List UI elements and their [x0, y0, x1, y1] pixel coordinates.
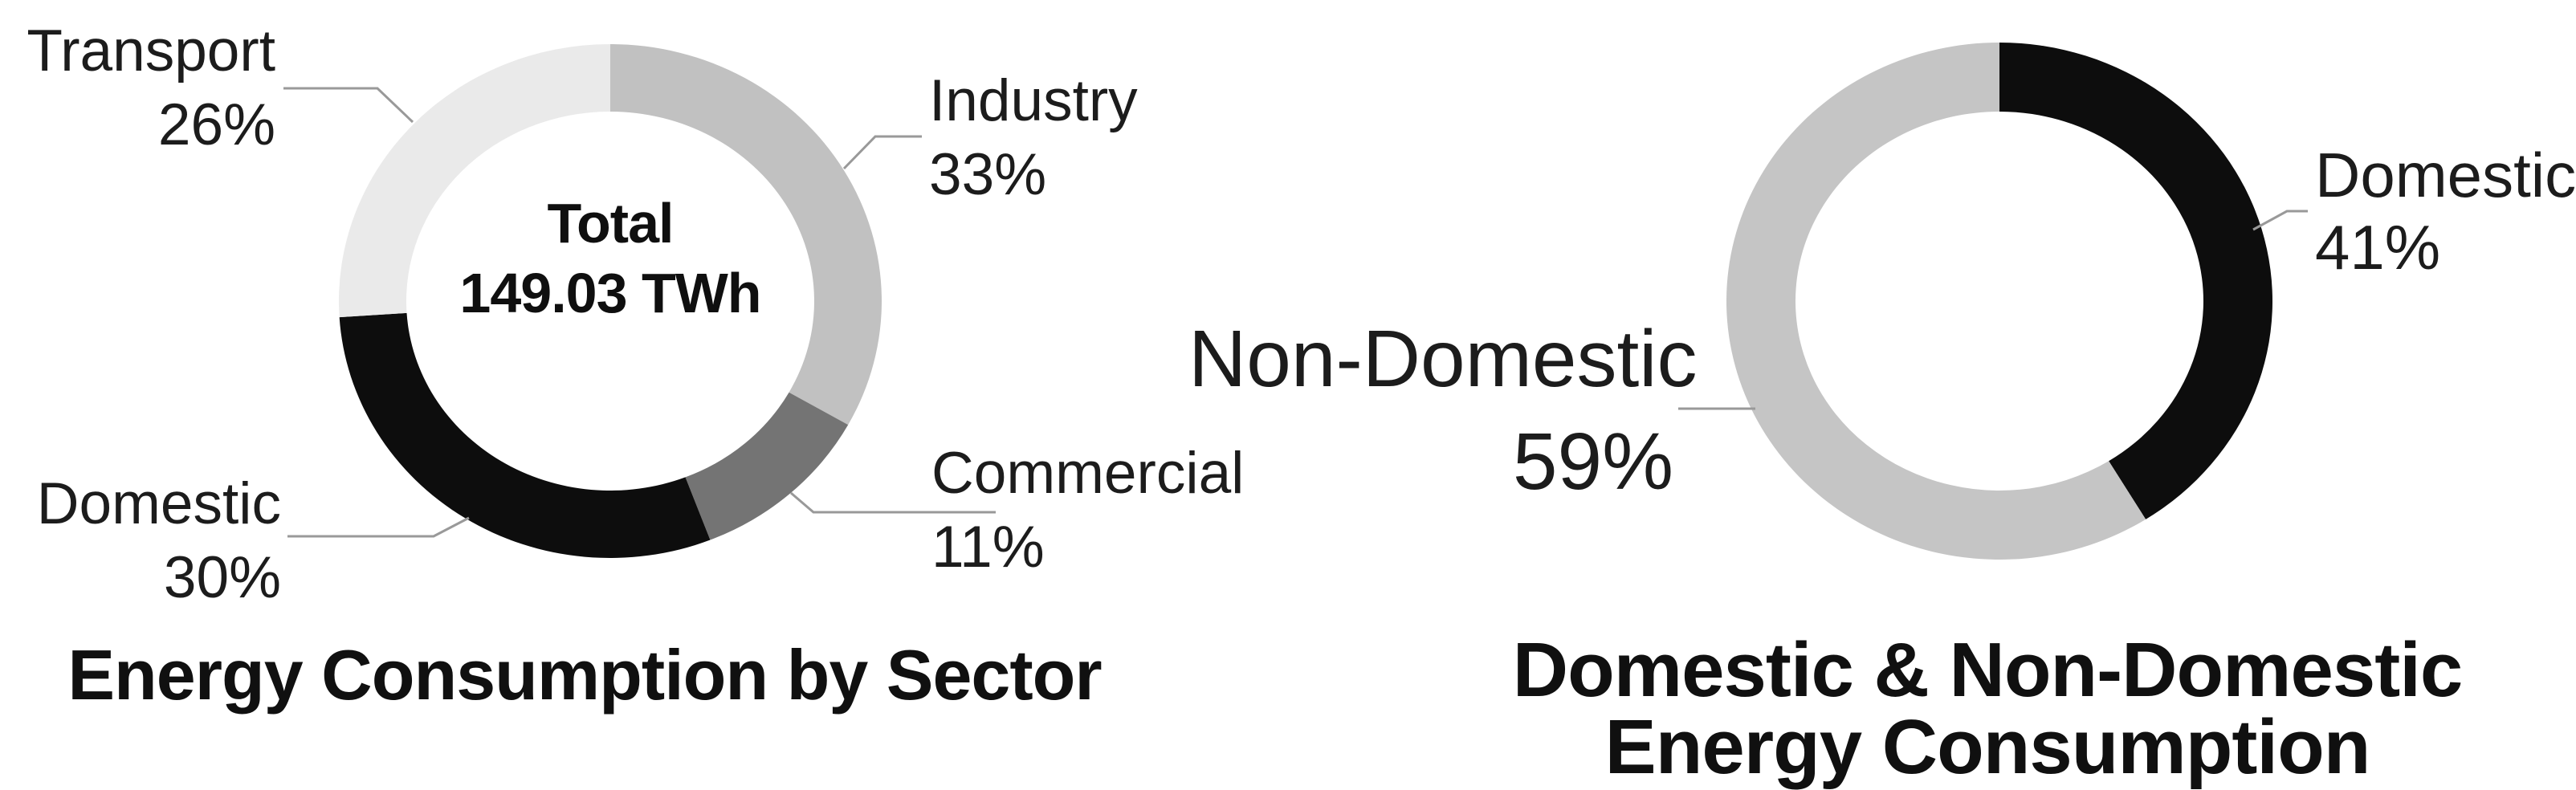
donut-center-total: Total 149.03 TWh	[369, 189, 851, 328]
callout-domestic-right-pct: 41%	[2315, 212, 2441, 283]
callout-commercial-name: Commercial	[931, 441, 1245, 506]
donut-domestic-nondomestic	[1726, 43, 2272, 560]
donut-segment-domestic	[1999, 43, 2272, 519]
leader-line-domestic-left	[287, 516, 470, 538]
donut-segment-domestic	[339, 312, 711, 559]
leader-line-domestic-right	[2252, 210, 2308, 231]
callout-domestic-left-name: Domestic	[36, 471, 281, 536]
donut-segment-transport	[339, 44, 610, 318]
callout-domestic-left-pct: 30%	[163, 545, 281, 610]
callout-domestic-right-name: Domestic	[2315, 140, 2576, 210]
callout-industry-pct: 33%	[929, 142, 1047, 207]
callout-transport-pct: 26%	[157, 92, 275, 157]
callout-nondomestic-pct: 59%	[1512, 417, 1673, 507]
title-domestic-nondomestic-line1: Domestic & Non-Domestic	[1512, 627, 2464, 713]
callout-nondomestic-name: Non-Domestic	[1188, 314, 1698, 404]
donut-segment-commercial	[685, 392, 849, 540]
callout-transport: Transport 26%	[16, 14, 275, 162]
total-caption: Total	[547, 192, 674, 255]
title-energy-by-sector: Energy Consumption by Sector	[67, 635, 1102, 715]
callout-domestic-left: Domestic 30%	[16, 467, 281, 615]
callout-commercial: Commercial 11%	[931, 437, 1244, 584]
callout-industry-name: Industry	[929, 68, 1138, 133]
callout-transport-name: Transport	[26, 18, 275, 83]
callout-industry: Industry 33%	[929, 64, 1138, 212]
donut-energy-by-sector	[339, 44, 882, 559]
leader-line-transport	[283, 87, 414, 124]
leader-line-industry	[842, 135, 922, 170]
donut-segment-non-domestic	[1726, 43, 2146, 560]
total-value: 149.03 TWh	[459, 262, 761, 324]
title-domestic-nondomestic-line2: Energy Consumption	[1604, 704, 2371, 790]
title-domestic-nondomestic: Domestic & Non-Domestic Energy Consumpti…	[1425, 632, 2550, 786]
callout-nondomestic: Non-Domestic 59%	[1188, 307, 1698, 513]
callout-domestic-right: Domestic 41%	[2315, 139, 2576, 283]
callout-commercial-pct: 11%	[931, 515, 1045, 580]
donut-segment-industry	[610, 44, 882, 426]
leader-line-commercial	[790, 491, 996, 514]
